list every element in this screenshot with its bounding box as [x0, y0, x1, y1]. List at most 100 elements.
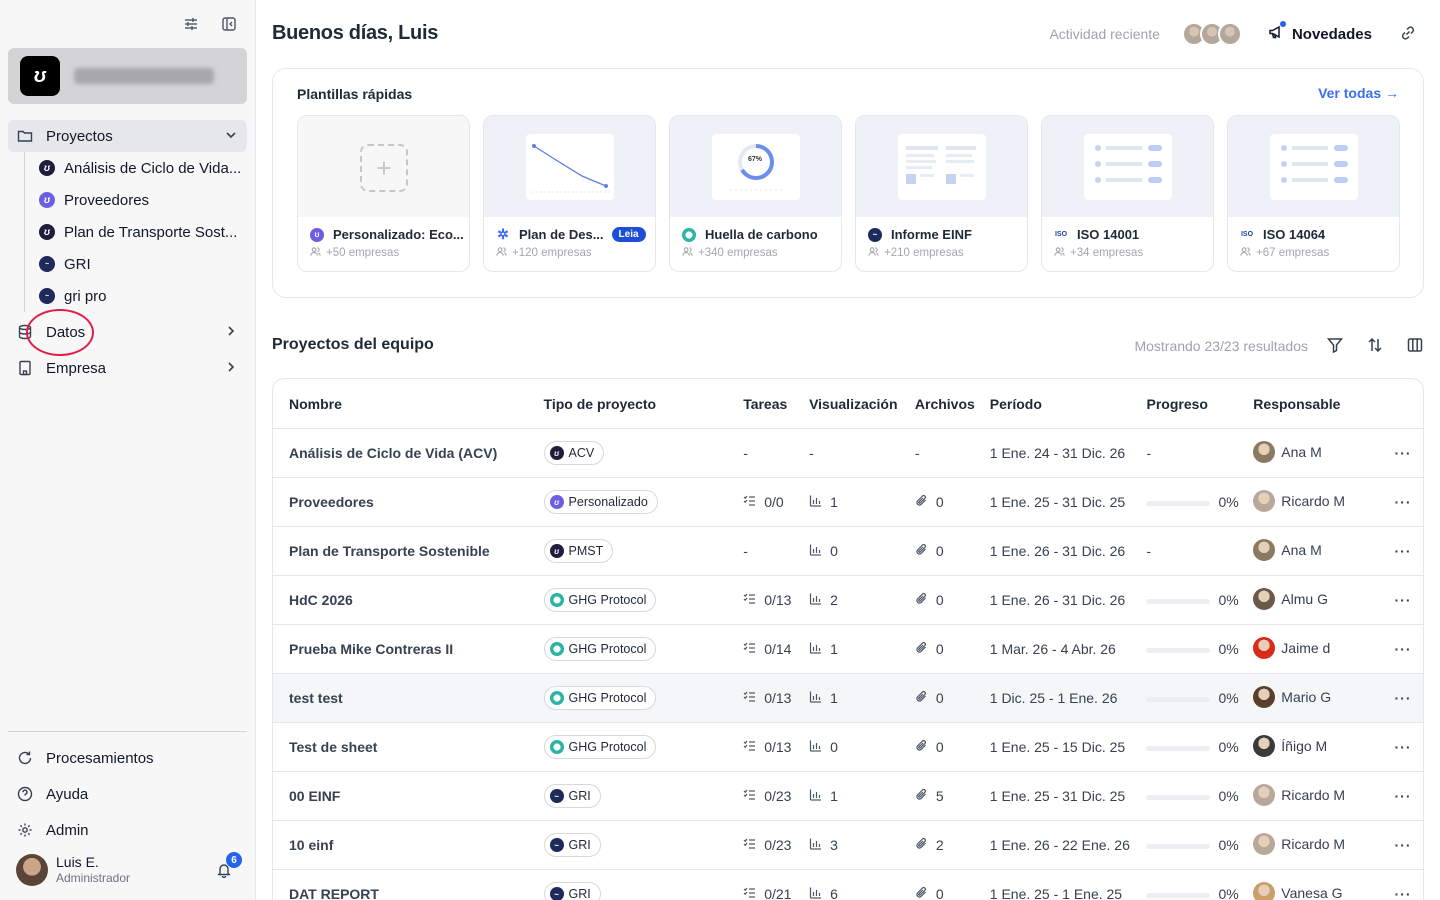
- ghg-logo-icon: [549, 642, 564, 656]
- template-card[interactable]: 67% Huella de carbono +340 empresas: [669, 115, 842, 272]
- sidebar-project-item[interactable]: ~ GRI: [39, 248, 247, 280]
- sidebar-item-label: Procesamientos: [46, 749, 154, 767]
- owner-name: Jaime d: [1281, 639, 1331, 656]
- row-more-icon[interactable]: ···: [1394, 739, 1412, 755]
- table-row[interactable]: Plan de Transporte Sostenible ʊ PMST - 0 0 1 E…: [273, 527, 1423, 576]
- sidebar-item-empresa[interactable]: Empresa: [8, 352, 247, 384]
- template-card[interactable]: ISO ISO 14064 +67 empresas: [1227, 115, 1400, 272]
- filter-icon[interactable]: [1326, 336, 1344, 357]
- project-name[interactable]: HdC 2026: [289, 592, 353, 608]
- row-more-icon[interactable]: ···: [1394, 543, 1412, 559]
- table-row[interactable]: Prueba Mike Contreras II GHG Protocol 0/14…: [273, 625, 1423, 674]
- visualization-value: 2: [830, 592, 838, 608]
- column-header-progress[interactable]: Progreso: [1146, 395, 1208, 412]
- project-type-label: GHG Protocol: [568, 691, 647, 705]
- template-card[interactable]: ISO ISO 14001 +34 empresas: [1041, 115, 1214, 272]
- project-name[interactable]: Plan de Transporte Sostenible: [289, 543, 490, 559]
- row-more-icon[interactable]: ···: [1394, 641, 1412, 657]
- table-row[interactable]: HdC 2026 GHG Protocol 0/13 2 0 1 Ene. 26 - 31…: [273, 576, 1423, 625]
- sidebar-item-label: Empresa: [46, 359, 107, 377]
- row-more-icon[interactable]: ···: [1394, 690, 1412, 706]
- table-row[interactable]: Test de sheet GHG Protocol 0/13 0 0 1 Ene. 25…: [273, 723, 1423, 772]
- column-header-files[interactable]: Archivos: [914, 395, 975, 412]
- column-header-visualization[interactable]: Visualización: [809, 395, 898, 412]
- table-row[interactable]: 10 einf ~ GRI 0/23 3 2 1 Ene. 26 - 22 Ene. 26 0…: [273, 821, 1423, 870]
- column-header-period[interactable]: Período: [989, 395, 1042, 412]
- sidebar-item-admin[interactable]: Admin: [8, 812, 247, 848]
- template-card[interactable]: ✲ Plan de Des... Leia +120 empresas: [483, 115, 656, 272]
- project-logo-icon: ʊ: [549, 544, 564, 558]
- checklist-preview: [1270, 134, 1358, 200]
- sidebar-project-item[interactable]: ʊ Análisis de Ciclo de Vida...: [39, 152, 247, 184]
- period-value: 1 Ene. 26 - 22 Ene. 26: [989, 837, 1130, 853]
- template-card[interactable]: ~ Informe EINF +210 empresas: [855, 115, 1028, 272]
- table-row[interactable]: Análisis de Ciclo de Vida (ACV) ʊ ACV - - - 1 …: [273, 429, 1423, 478]
- sidebar-project-item[interactable]: ~ gri pro: [39, 280, 247, 312]
- sidebar-project-item[interactable]: ʊ Plan de Transporte Sost...: [39, 216, 247, 248]
- project-name[interactable]: Análisis de Ciclo de Vida (ACV): [289, 445, 498, 461]
- link-icon[interactable]: [1400, 25, 1416, 44]
- project-type-pill: ~ GRI: [543, 882, 601, 900]
- row-more-icon[interactable]: ···: [1394, 592, 1412, 608]
- columns-icon[interactable]: [1406, 336, 1424, 357]
- annotation-highlight-circle: [26, 309, 94, 356]
- user-profile[interactable]: Luis E. Administrador 6: [16, 852, 246, 886]
- users-icon: [1054, 246, 1065, 260]
- avatar: [1253, 783, 1276, 806]
- gear-icon: [16, 821, 34, 839]
- table-row[interactable]: Proveedores ʊ Personalizado 0/0 1 0 1 Ene. 25 …: [273, 478, 1423, 527]
- recent-activity-link[interactable]: Actividad reciente: [1049, 26, 1160, 42]
- sidebar-project-item[interactable]: ʊ Proveedores: [39, 184, 247, 216]
- template-thumbnail: 67%: [670, 116, 841, 217]
- organization-switcher[interactable]: ʊ: [8, 48, 247, 104]
- sidebar-item-proyectos[interactable]: Proyectos: [8, 120, 247, 152]
- gri-logo-icon: ~: [549, 838, 564, 852]
- paperclip-icon: [915, 494, 928, 510]
- ghg-logo-icon: [682, 227, 696, 242]
- row-more-icon[interactable]: ···: [1394, 445, 1412, 461]
- collapse-sidebar-icon[interactable]: [219, 14, 239, 34]
- table-row[interactable]: DAT REPORT ~ GRI 0/21 6 0 1 Ene. 25 - 1 Ene. 2…: [273, 870, 1423, 900]
- template-card[interactable]: + ʊ Personalizado: Eco... +50 empresas: [297, 115, 470, 272]
- recent-activity-avatars[interactable]: [1181, 22, 1242, 46]
- sort-icon[interactable]: [1366, 336, 1384, 357]
- see-all-templates-link[interactable]: Ver todas →: [1318, 85, 1399, 101]
- settings-sliders-icon[interactable]: [181, 14, 201, 34]
- project-type-label: GHG Protocol: [568, 593, 647, 607]
- project-name[interactable]: Prueba Mike Contreras II: [289, 641, 454, 657]
- news-button[interactable]: Novedades: [1268, 21, 1372, 44]
- bar-chart-icon: [809, 592, 822, 608]
- tasks-value: 0/13: [764, 690, 792, 706]
- project-name[interactable]: DAT REPORT: [289, 886, 379, 900]
- column-header-owner[interactable]: Responsable: [1253, 395, 1341, 412]
- sidebar-bottom-nav: Procesamientos Ayuda Admin: [8, 731, 247, 848]
- progress-value: 0%: [1218, 739, 1239, 755]
- project-name[interactable]: Proveedores: [289, 494, 374, 510]
- row-more-icon[interactable]: ···: [1394, 886, 1412, 900]
- row-more-icon[interactable]: ···: [1394, 837, 1412, 853]
- table-row[interactable]: 00 EINF ~ GRI 0/23 1 5 1 Ene. 25 - 31 Dic. 25 0…: [273, 772, 1423, 821]
- row-more-icon[interactable]: ···: [1394, 494, 1412, 510]
- progress-bar: [1146, 745, 1211, 751]
- period-value: 1 Ene. 25 - 15 Dic. 25: [989, 739, 1126, 755]
- table-row[interactable]: test test GHG Protocol 0/13 1 0 1 Dic. 25 - 1…: [273, 674, 1423, 723]
- project-name[interactable]: 10 einf: [289, 837, 334, 853]
- column-header-name[interactable]: Nombre: [289, 395, 342, 412]
- bell-icon[interactable]: [216, 862, 232, 881]
- template-icon: ʊ: [310, 227, 324, 242]
- period-value: 1 Ene. 26 - 31 Dic. 26: [989, 592, 1126, 608]
- files-value: 0: [935, 739, 944, 755]
- gri-logo-icon: ~: [868, 227, 882, 242]
- column-header-type[interactable]: Tipo de proyecto: [543, 395, 657, 412]
- document-preview: [898, 134, 986, 200]
- column-header-tasks[interactable]: Tareas: [743, 395, 788, 412]
- owner-name: Ana M: [1281, 541, 1322, 558]
- project-name[interactable]: Test de sheet: [289, 739, 378, 755]
- sidebar-item-procesamientos[interactable]: Procesamientos: [8, 740, 247, 776]
- template-thumbnail: +: [298, 116, 469, 217]
- sidebar-item-ayuda[interactable]: Ayuda: [8, 776, 247, 812]
- project-name[interactable]: 00 EINF: [289, 788, 341, 804]
- sidebar-project-label: Análisis de Ciclo de Vida...: [64, 159, 242, 177]
- row-more-icon[interactable]: ···: [1394, 788, 1412, 804]
- project-name[interactable]: test test: [289, 690, 343, 706]
